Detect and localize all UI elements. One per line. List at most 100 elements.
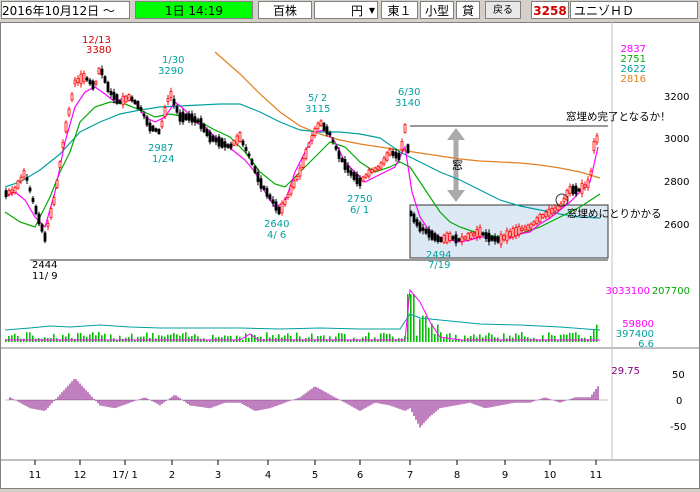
- period-field[interactable]: 1日 14:19: [135, 1, 253, 19]
- legend-volume: 3033100: [605, 286, 650, 297]
- candle-body: [49, 208, 53, 218]
- volume-bar: [557, 339, 559, 342]
- back-button[interactable]: 戻る: [485, 1, 521, 19]
- volume-bar: [335, 336, 337, 342]
- volume-bar: [68, 333, 70, 342]
- volume-bar: [284, 335, 286, 342]
- candle-body: [199, 118, 203, 129]
- candle-body: [151, 125, 155, 132]
- candle-body: [166, 98, 170, 102]
- candle-body: [376, 166, 380, 170]
- volume-bar: [377, 339, 379, 342]
- candle-body: [181, 111, 185, 123]
- legend-ma4: 2816: [621, 74, 646, 85]
- legend-osc: 29.75: [611, 366, 640, 377]
- candle-body: [283, 199, 287, 205]
- volume-bar: [350, 339, 352, 342]
- candle-body: [157, 128, 161, 135]
- volume-bar: [8, 335, 10, 342]
- annot-low-719: 7/19: [428, 260, 450, 271]
- annot-high-130-val: 3290: [158, 66, 183, 77]
- volume-bar: [524, 336, 526, 342]
- candle-body: [514, 226, 518, 237]
- volume-bar: [368, 332, 370, 342]
- candle-body: [259, 178, 263, 189]
- volume-bar: [62, 334, 64, 342]
- volume-bar: [536, 339, 538, 342]
- candle-body: [502, 234, 506, 241]
- x-tick-label: 3: [215, 470, 221, 481]
- candle-body: [403, 124, 407, 133]
- volume-bar: [329, 336, 331, 342]
- currency-select[interactable]: 円 ▼: [314, 1, 378, 19]
- candle-body: [256, 172, 260, 182]
- annot-low-119-val: 2444: [32, 260, 57, 271]
- volume-bar: [77, 333, 79, 342]
- date-field[interactable]: 2016年10月12日 ～: [1, 1, 130, 19]
- candle-body: [442, 234, 446, 243]
- annot-high-630-val: 3140: [395, 98, 420, 109]
- candle-body: [373, 167, 377, 172]
- candle-body: [280, 202, 284, 214]
- volume-bar: [518, 335, 520, 342]
- candle-body: [187, 113, 191, 121]
- volume-bar: [359, 339, 361, 342]
- volume-bar: [416, 335, 418, 342]
- candle-body: [67, 108, 71, 116]
- candle-body: [202, 123, 206, 133]
- ma-longest-line: [214, 51, 601, 179]
- volume-bar: [539, 339, 541, 342]
- candle-body: [427, 229, 431, 238]
- volume-bar: [179, 335, 181, 342]
- candle-body: [169, 91, 173, 98]
- volume-bar: [302, 339, 304, 342]
- candle-body: [541, 214, 545, 219]
- candle-body: [193, 116, 197, 123]
- x-tick-label: 5: [312, 470, 318, 481]
- candle-body: [46, 223, 50, 227]
- osc-tick-50: 50: [672, 370, 685, 381]
- candle-body: [505, 230, 509, 242]
- volume-bar: [188, 336, 190, 342]
- candle-body: [367, 169, 371, 177]
- volume-short-line: [5, 288, 600, 341]
- volume-bar: [332, 339, 334, 342]
- candle-body: [136, 101, 140, 109]
- chart-area[interactable]: 窓 12/13 3380 1/30 3290 2987 1/24 5/ 2 31…: [0, 22, 700, 489]
- stock-chart[interactable]: 窓 12/13 3380 1/30 3290 2987 1/24 5/ 2 31…: [0, 22, 700, 489]
- volume-bar: [293, 339, 295, 342]
- candle-body: [448, 233, 452, 241]
- candle-body: [538, 213, 542, 223]
- x-tick-label: 7: [407, 470, 413, 481]
- volume-bar: [209, 339, 211, 342]
- candle-body: [346, 165, 350, 173]
- volume-bar: [158, 335, 160, 342]
- candle-body: [271, 199, 275, 204]
- candle-body: [334, 146, 338, 150]
- volume-bar: [596, 324, 598, 342]
- candle-body: [316, 122, 320, 130]
- candle-body: [229, 143, 233, 149]
- price-candles: [4, 65, 599, 248]
- candle-body: [310, 135, 314, 141]
- candle-body: [16, 180, 20, 189]
- volume-bar: [299, 336, 301, 342]
- volume-bar: [326, 339, 328, 342]
- volume-bar: [380, 333, 382, 342]
- candle-body: [163, 106, 167, 118]
- volume-bar: [266, 332, 268, 342]
- volume-bar: [167, 334, 169, 342]
- candle-body: [37, 213, 41, 225]
- annot-fill-complete: 窓埋め完了となるか！: [566, 110, 671, 123]
- legend-ma3: 2622: [621, 64, 646, 75]
- candle-body: [208, 131, 212, 143]
- volume-bar: [470, 336, 472, 342]
- candle-body: [64, 121, 68, 133]
- volume-bar: [587, 339, 589, 342]
- candle-body: [571, 185, 575, 195]
- candle-body: [535, 217, 539, 225]
- candle-body: [478, 227, 482, 237]
- candle-body: [580, 183, 584, 194]
- candle-body: [232, 140, 236, 146]
- volume-bar: [473, 334, 475, 342]
